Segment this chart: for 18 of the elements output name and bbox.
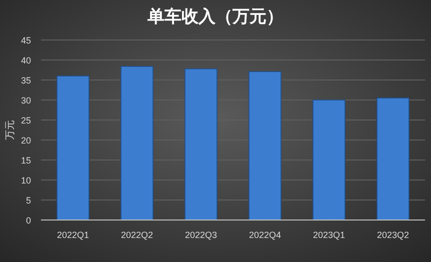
y-tick-label: 35 (20, 76, 31, 86)
y-tick-label: 15 (20, 156, 31, 166)
chart-title: 单车收入（万元） (146, 7, 284, 26)
y-tick-label: 5 (26, 196, 31, 206)
y-tick-label: 0 (26, 216, 31, 226)
y-tick-label: 10 (20, 176, 31, 186)
y-tick-label: 30 (20, 96, 31, 106)
x-tick-label: 2022Q3 (184, 230, 218, 240)
x-tick-label: 2023Q1 (312, 230, 346, 240)
x-tick-label: 2022Q1 (56, 230, 90, 240)
y-tick-label: 25 (20, 116, 31, 126)
y-axis-title: 万元 (5, 120, 16, 140)
y-tick-label: 20 (20, 136, 31, 146)
x-tick-label: 2022Q4 (248, 230, 282, 240)
x-tick-label: 2023Q2 (376, 230, 410, 240)
y-tick-label: 45 (20, 36, 31, 46)
y-tick-label: 40 (20, 56, 31, 66)
x-tick-label: 2022Q2 (120, 230, 154, 240)
